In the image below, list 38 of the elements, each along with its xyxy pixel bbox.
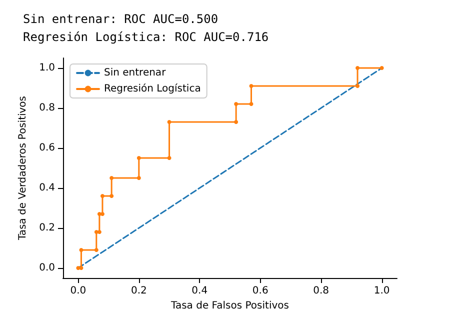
x-tick-label: 0.2 <box>130 286 147 296</box>
y-tick-label: 0.6 <box>39 142 55 154</box>
point <box>234 102 238 106</box>
y-tick-label: 1.0 <box>39 62 55 74</box>
point <box>76 266 80 270</box>
point <box>110 194 114 198</box>
point <box>249 102 254 106</box>
x-tick-label: 0.0 <box>70 286 86 296</box>
x-axis-title: Tasa de Falsos Positivos <box>170 300 289 312</box>
point <box>249 84 254 88</box>
y-tick-label: 0.8 <box>39 102 55 114</box>
x-tick-label: 0.8 <box>313 286 330 296</box>
x-tick-label: 1.0 <box>374 286 390 296</box>
point <box>94 248 98 252</box>
chart-subtitle: Regresión Logística: ROC AUC=0.716 <box>23 30 269 44</box>
point <box>234 120 238 124</box>
point <box>356 66 360 70</box>
x-tick-label: 0.4 <box>192 286 208 296</box>
chart-title: Sin entrenar: ROC AUC=0.500 <box>23 12 218 26</box>
point <box>100 212 104 216</box>
point <box>100 194 104 198</box>
point <box>97 230 102 234</box>
point <box>110 176 114 180</box>
point <box>136 156 141 160</box>
legend-label: Sin entrenar <box>104 68 167 78</box>
y-tick-label: 0.0 <box>39 262 55 274</box>
point <box>356 84 360 88</box>
y-tick-label: 0.2 <box>39 222 55 234</box>
point <box>136 176 141 180</box>
point <box>167 120 172 124</box>
point <box>79 266 84 270</box>
y-axis-title: Tasa de Verdaderos Positivos <box>18 96 29 242</box>
point <box>167 156 172 160</box>
legend-label: Regresión Logística <box>104 84 201 94</box>
y-tick-label: 0.4 <box>39 182 55 194</box>
point <box>380 66 384 70</box>
point <box>79 248 84 252</box>
x-tick-label: 0.6 <box>252 286 268 296</box>
